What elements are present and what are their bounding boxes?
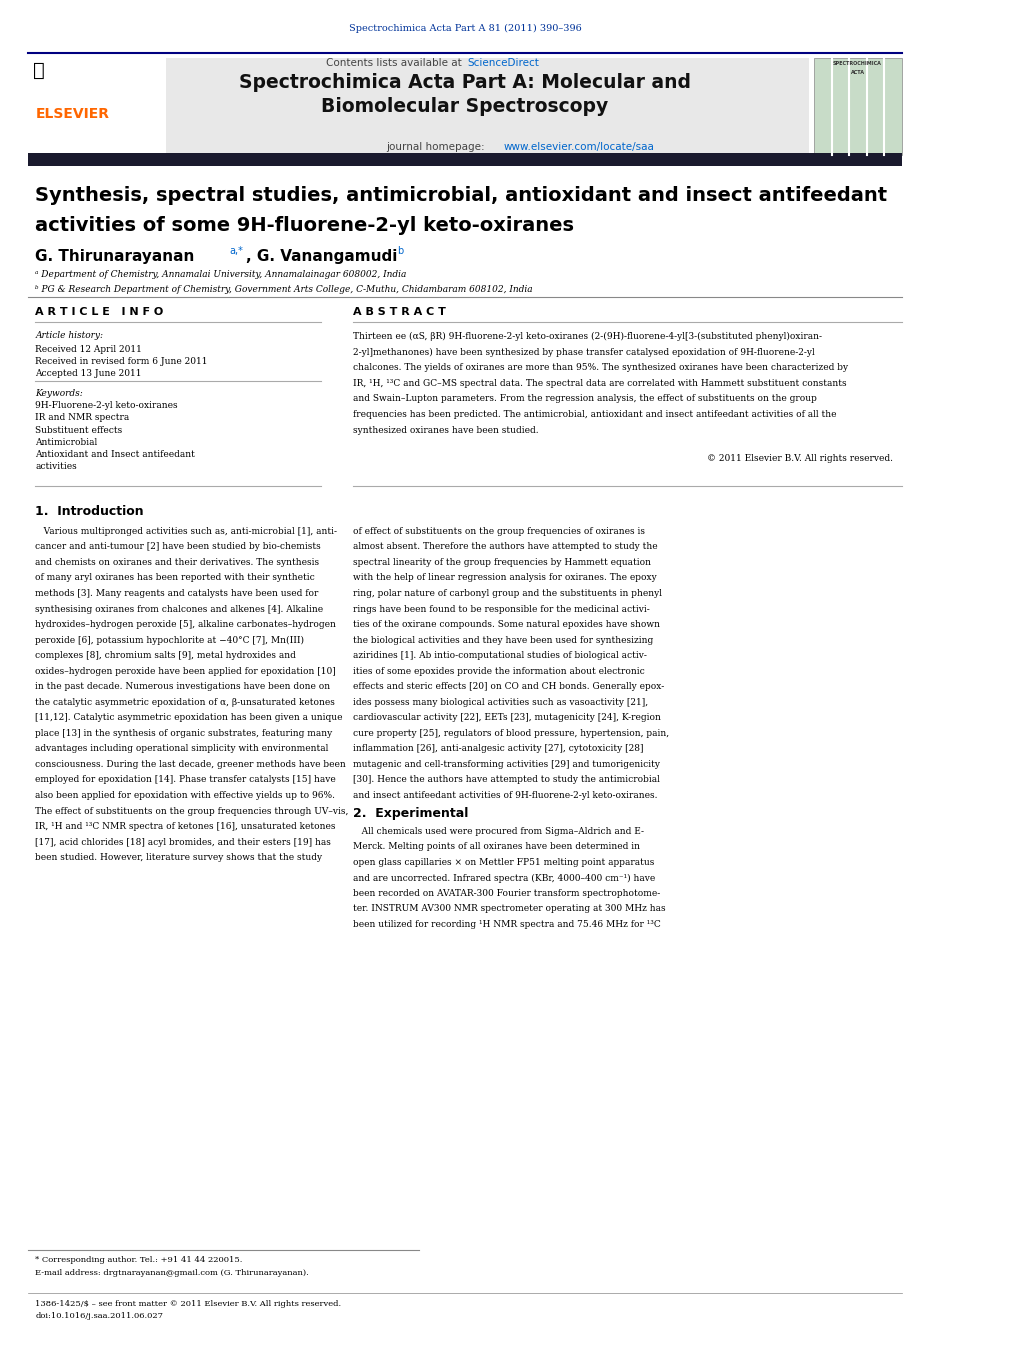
Text: Spectrochimica Acta Part A 81 (2011) 390–396: Spectrochimica Acta Part A 81 (2011) 390… [348,24,581,34]
Text: ACTA: ACTA [850,70,865,76]
Text: activities of some 9H-fluorene-2-yl keto-oxiranes: activities of some 9H-fluorene-2-yl keto… [36,216,575,235]
Text: Received 12 April 2011: Received 12 April 2011 [36,345,142,354]
Text: synthesising oxiranes from chalcones and alkenes [4]. Alkaline: synthesising oxiranes from chalcones and… [36,605,324,613]
Text: ScienceDirect: ScienceDirect [467,58,539,68]
Text: the biological activities and they have been used for synthesizing: the biological activities and they have … [353,636,653,644]
Text: peroxide [6], potassium hypochlorite at −40°C [7], Mn(III): peroxide [6], potassium hypochlorite at … [36,636,304,644]
Text: Spectrochimica Acta Part A: Molecular and: Spectrochimica Acta Part A: Molecular an… [239,73,691,92]
Text: Received in revised form 6 June 2011: Received in revised form 6 June 2011 [36,357,208,366]
Text: frequencies has been predicted. The antimicrobial, antioxidant and insect antife: frequencies has been predicted. The anti… [353,411,837,419]
Text: 🌳: 🌳 [33,61,44,80]
Text: oxides–hydrogen peroxide have been applied for epoxidation [10]: oxides–hydrogen peroxide have been appli… [36,667,336,676]
Text: ties of the oxirane compounds. Some natural epoxides have shown: ties of the oxirane compounds. Some natu… [353,620,661,630]
Text: Merck. Melting points of all oxiranes have been determined in: Merck. Melting points of all oxiranes ha… [353,843,640,851]
Text: Substituent effects: Substituent effects [36,426,123,435]
Text: ides possess many biological activities such as vasoactivity [21],: ides possess many biological activities … [353,698,648,707]
Text: Contents lists available at: Contents lists available at [326,58,465,68]
Text: ᵃ Department of Chemistry, Annamalai University, Annamalainagar 608002, India: ᵃ Department of Chemistry, Annamalai Uni… [36,270,406,280]
FancyBboxPatch shape [28,153,903,166]
Text: and are uncorrected. Infrared spectra (KBr, 4000–400 cm⁻¹) have: and are uncorrected. Infrared spectra (K… [353,873,655,882]
Text: SPECTROCHIMICA: SPECTROCHIMICA [833,61,882,66]
Text: inflammation [26], anti-analgesic activity [27], cytotoxicity [28]: inflammation [26], anti-analgesic activi… [353,744,644,754]
Text: * Corresponding author. Tel.: +91 41 44 220015.: * Corresponding author. Tel.: +91 41 44 … [36,1256,243,1265]
Text: been studied. However, literature survey shows that the study: been studied. However, literature survey… [36,854,323,862]
Text: © 2011 Elsevier B.V. All rights reserved.: © 2011 Elsevier B.V. All rights reserved… [707,454,893,463]
Text: with the help of linear regression analysis for oxiranes. The epoxy: with the help of linear regression analy… [353,573,658,582]
Text: the catalytic asymmetric epoxidation of α, β-unsaturated ketones: the catalytic asymmetric epoxidation of … [36,698,335,707]
Text: employed for epoxidation [14]. Phase transfer catalysts [15] have: employed for epoxidation [14]. Phase tra… [36,775,336,785]
Text: Antimicrobial: Antimicrobial [36,438,98,447]
Text: Biomolecular Spectroscopy: Biomolecular Spectroscopy [322,97,609,116]
Text: consciousness. During the last decade, greener methods have been: consciousness. During the last decade, g… [36,759,346,769]
Text: IR, ¹H, ¹³C and GC–MS spectral data. The spectral data are correlated with Hamme: IR, ¹H, ¹³C and GC–MS spectral data. The… [353,378,847,388]
Text: open glass capillaries × on Mettler FP51 melting point apparatus: open glass capillaries × on Mettler FP51… [353,858,654,867]
Text: activities: activities [36,462,78,471]
Text: The effect of substituents on the group frequencies through UV–vis,: The effect of substituents on the group … [36,807,349,816]
Text: Various multipronged activities such as, anti-microbial [1], anti-: Various multipronged activities such as,… [36,527,337,536]
Text: A R T I C L E   I N F O: A R T I C L E I N F O [36,307,163,316]
Text: spectral linearity of the group frequencies by Hammett equation: spectral linearity of the group frequenc… [353,558,651,567]
Text: ᵇ PG & Research Department of Chemistry, Government Arts College, C-Muthu, Chida: ᵇ PG & Research Department of Chemistry,… [36,285,533,295]
Text: [30]. Hence the authors have attempted to study the antimicrobial: [30]. Hence the authors have attempted t… [353,775,661,785]
Text: , G. Vanangamudi: , G. Vanangamudi [246,249,398,263]
Text: Thirteen ee (αS, βR) 9H-fluorene-2-yl keto-oxiranes (2-(9H)-fluorene-4-yl[3-(sub: Thirteen ee (αS, βR) 9H-fluorene-2-yl ke… [353,332,823,342]
Text: advantages including operational simplicity with environmental: advantages including operational simplic… [36,744,329,754]
Text: cancer and anti-tumour [2] have been studied by bio-chemists: cancer and anti-tumour [2] have been stu… [36,542,321,551]
Text: been utilized for recording ¹H NMR spectra and 75.46 MHz for ¹³C: been utilized for recording ¹H NMR spect… [353,920,662,929]
Text: IR and NMR spectra: IR and NMR spectra [36,413,130,423]
Text: Accepted 13 June 2011: Accepted 13 June 2011 [36,369,142,378]
Text: Synthesis, spectral studies, antimicrobial, antioxidant and insect antifeedant: Synthesis, spectral studies, antimicrobi… [36,186,887,205]
Text: IR, ¹H and ¹³C NMR spectra of ketones [16], unsaturated ketones: IR, ¹H and ¹³C NMR spectra of ketones [1… [36,821,336,831]
Text: chalcones. The yields of oxiranes are more than 95%. The synthesized oxiranes ha: chalcones. The yields of oxiranes are mo… [353,363,848,373]
Text: [11,12]. Catalytic asymmetric epoxidation has been given a unique: [11,12]. Catalytic asymmetric epoxidatio… [36,713,343,723]
Text: journal homepage:: journal homepage: [386,142,488,151]
Text: methods [3]. Many reagents and catalysts have been used for: methods [3]. Many reagents and catalysts… [36,589,319,598]
FancyBboxPatch shape [28,58,810,155]
Text: www.elsevier.com/locate/saa: www.elsevier.com/locate/saa [503,142,654,151]
Text: place [13] in the synthesis of organic substrates, featuring many: place [13] in the synthesis of organic s… [36,730,333,738]
Text: and chemists on oxiranes and their derivatives. The synthesis: and chemists on oxiranes and their deriv… [36,558,320,567]
Text: aziridines [1]. Ab intio-computational studies of biological activ-: aziridines [1]. Ab intio-computational s… [353,651,647,661]
Text: of effect of substituents on the group frequencies of oxiranes is: of effect of substituents on the group f… [353,527,645,536]
Text: 2.  Experimental: 2. Experimental [353,807,469,820]
FancyBboxPatch shape [814,58,903,155]
Text: ities of some epoxides provide the information about electronic: ities of some epoxides provide the infor… [353,667,645,676]
Text: almost absent. Therefore the authors have attempted to study the: almost absent. Therefore the authors hav… [353,542,659,551]
Text: All chemicals used were procured from Sigma–Aldrich and E-: All chemicals used were procured from Si… [353,827,644,836]
Text: in the past decade. Numerous investigations have been done on: in the past decade. Numerous investigati… [36,682,331,692]
Text: and insect antifeedant activities of 9H-fluorene-2-yl keto-oxiranes.: and insect antifeedant activities of 9H-… [353,792,658,800]
Text: hydroxides–hydrogen peroxide [5], alkaline carbonates–hydrogen: hydroxides–hydrogen peroxide [5], alkali… [36,620,336,630]
Text: a,*: a,* [230,246,244,255]
Text: 1386-1425/$ – see front matter © 2011 Elsevier B.V. All rights reserved.: 1386-1425/$ – see front matter © 2011 El… [36,1300,341,1308]
Text: A B S T R A C T: A B S T R A C T [353,307,446,316]
Text: doi:10.1016/j.saa.2011.06.027: doi:10.1016/j.saa.2011.06.027 [36,1312,163,1320]
Text: rings have been found to be responsible for the medicinal activi-: rings have been found to be responsible … [353,605,650,613]
Text: of many aryl oxiranes has been reported with their synthetic: of many aryl oxiranes has been reported … [36,573,315,582]
Text: complexes [8], chromium salts [9], metal hydroxides and: complexes [8], chromium salts [9], metal… [36,651,296,661]
Text: Article history:: Article history: [36,331,103,340]
Text: cardiovascular activity [22], EETs [23], mutagenicity [24], K-region: cardiovascular activity [22], EETs [23],… [353,713,662,723]
Text: 2-yl]methanones) have been synthesized by phase transfer catalysed epoxidation o: 2-yl]methanones) have been synthesized b… [353,347,815,357]
Text: synthesized oxiranes have been studied.: synthesized oxiranes have been studied. [353,426,539,435]
Text: and Swain–Lupton parameters. From the regression analysis, the effect of substit: and Swain–Lupton parameters. From the re… [353,394,817,404]
Text: ELSEVIER: ELSEVIER [36,107,109,120]
Text: Keywords:: Keywords: [36,389,83,399]
Text: also been applied for epoxidation with effective yields up to 96%.: also been applied for epoxidation with e… [36,792,335,800]
Text: mutagenic and cell-transforming activities [29] and tumorigenicity: mutagenic and cell-transforming activiti… [353,759,661,769]
Text: been recorded on AVATAR-300 Fourier transform spectrophotome-: been recorded on AVATAR-300 Fourier tran… [353,889,661,898]
Text: effects and steric effects [20] on CO and CH bonds. Generally epox-: effects and steric effects [20] on CO an… [353,682,665,692]
Text: cure property [25], regulators of blood pressure, hypertension, pain,: cure property [25], regulators of blood … [353,730,670,738]
Text: Antioxidant and Insect antifeedant: Antioxidant and Insect antifeedant [36,450,195,459]
Text: 1.  Introduction: 1. Introduction [36,505,144,519]
Text: [17], acid chlorides [18] acyl bromides, and their esters [19] has: [17], acid chlorides [18] acyl bromides,… [36,838,331,847]
Text: ring, polar nature of carbonyl group and the substituents in phenyl: ring, polar nature of carbonyl group and… [353,589,663,598]
FancyBboxPatch shape [28,58,165,155]
Text: b: b [397,246,403,255]
Text: E-mail address: drgtnarayanan@gmail.com (G. Thirunarayanan).: E-mail address: drgtnarayanan@gmail.com … [36,1269,309,1277]
Text: ter. INSTRUM AV300 NMR spectrometer operating at 300 MHz has: ter. INSTRUM AV300 NMR spectrometer oper… [353,905,666,913]
Text: 9H-Fluorene-2-yl keto-oxiranes: 9H-Fluorene-2-yl keto-oxiranes [36,401,178,411]
Text: G. Thirunarayanan: G. Thirunarayanan [36,249,195,263]
